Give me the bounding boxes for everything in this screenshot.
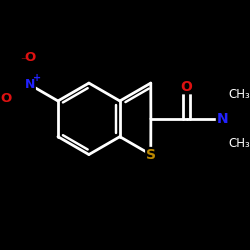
- Text: CH₃: CH₃: [228, 88, 250, 101]
- Text: N: N: [25, 78, 35, 91]
- Text: O: O: [181, 80, 192, 94]
- Text: O: O: [24, 51, 35, 64]
- Text: O: O: [0, 92, 12, 105]
- Text: ⁻: ⁻: [20, 56, 26, 66]
- Text: S: S: [146, 148, 156, 162]
- Text: N: N: [216, 112, 228, 126]
- Text: CH₃: CH₃: [228, 136, 250, 149]
- Text: +: +: [33, 73, 41, 83]
